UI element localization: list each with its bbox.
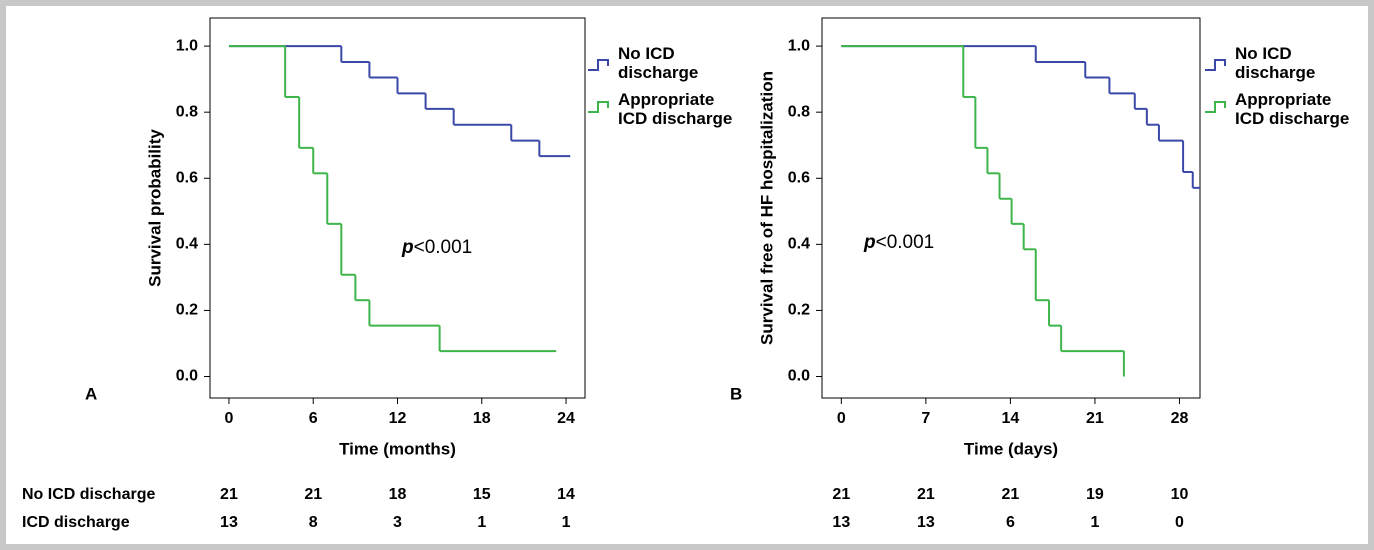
x-axis-label: Time (days) <box>964 439 1058 458</box>
legend-marker <box>1205 59 1226 71</box>
x-axis-label: Time (months) <box>339 439 456 458</box>
legend-label: No ICD discharge <box>618 44 699 82</box>
panel-label: A <box>85 384 97 403</box>
x-tick-label: 6 <box>309 410 318 427</box>
at-risk-count: 3 <box>393 514 402 531</box>
at-risk-count: 14 <box>557 486 575 503</box>
at-risk-count: 21 <box>832 486 850 503</box>
y-tick-label: 0.2 <box>176 302 198 319</box>
legend-label: No ICD discharge <box>1235 44 1316 82</box>
x-tick-label: 24 <box>557 410 575 427</box>
y-tick-label: 0.6 <box>788 169 810 186</box>
at-risk-count: 15 <box>473 486 491 503</box>
y-tick-label: 0.2 <box>788 302 810 319</box>
annotation: p<0.001 <box>401 237 472 258</box>
at-risk-count: 10 <box>1171 486 1189 503</box>
x-tick-label: 0 <box>837 410 846 427</box>
at-risk-label: No ICD discharge <box>22 486 155 503</box>
at-risk-count: 1 <box>1090 514 1099 531</box>
at-risk-label: ICD discharge <box>22 514 130 531</box>
y-tick-label: 1.0 <box>788 37 810 54</box>
at-risk-count: 8 <box>309 514 318 531</box>
annotation-text: <0.001 <box>414 237 473 258</box>
at-risk-count: 13 <box>832 514 850 531</box>
x-tick-label: 21 <box>1086 410 1104 427</box>
at-risk-count: 13 <box>220 514 238 531</box>
x-tick-label: 14 <box>1001 410 1019 427</box>
panel-label: B <box>730 384 742 403</box>
y-tick-label: 0.0 <box>176 368 198 385</box>
y-tick-label: 0.0 <box>788 368 810 385</box>
x-tick-label: 28 <box>1171 410 1189 427</box>
at-risk-count: 6 <box>1006 514 1015 531</box>
x-tick-label: 7 <box>921 410 930 427</box>
y-axis-label: Survival probability <box>145 129 164 287</box>
y-tick-label: 0.8 <box>788 103 810 120</box>
annotation: p<0.001 <box>863 232 934 253</box>
at-risk-count: 21 <box>304 486 322 503</box>
legend-label: Appropriate ICD discharge <box>618 90 733 128</box>
at-risk-count: 21 <box>917 486 935 503</box>
annotation-italic: p <box>863 232 876 253</box>
at-risk-count: 0 <box>1175 514 1184 531</box>
at-risk-count: 18 <box>389 486 407 503</box>
at-risk-count: 21 <box>1001 486 1019 503</box>
x-tick-label: 18 <box>473 410 491 427</box>
at-risk-count: 21 <box>220 486 238 503</box>
legend-label: Appropriate ICD discharge <box>1235 90 1350 128</box>
y-tick-label: 1.0 <box>176 37 198 54</box>
plot-frame <box>821 17 1201 399</box>
at-risk-count: 19 <box>1086 486 1104 503</box>
y-tick-label: 0.4 <box>176 236 198 253</box>
y-tick-label: 0.8 <box>176 103 198 120</box>
y-axis-label: Survival free of HF hospitalization <box>757 71 776 345</box>
annotation-italic: p <box>401 237 414 258</box>
chart: 0.0 0.2 0.4 0.6 0.8 1.0 0 21 13 6 21 8 12 18 3 18 15 1 24 1… <box>22 17 1226 531</box>
at-risk-count: 13 <box>917 514 935 531</box>
legend-marker <box>1205 101 1226 113</box>
legend-marker <box>588 101 609 113</box>
x-tick-label: 12 <box>389 410 407 427</box>
annotation-text: <0.001 <box>876 232 935 253</box>
legend-marker <box>588 59 609 71</box>
at-risk-count: 1 <box>477 514 486 531</box>
y-tick-label: 0.4 <box>788 236 810 253</box>
x-tick-label: 0 <box>225 410 234 427</box>
at-risk-count: 1 <box>562 514 571 531</box>
y-tick-label: 0.6 <box>176 169 198 186</box>
plot-frame <box>209 17 586 399</box>
